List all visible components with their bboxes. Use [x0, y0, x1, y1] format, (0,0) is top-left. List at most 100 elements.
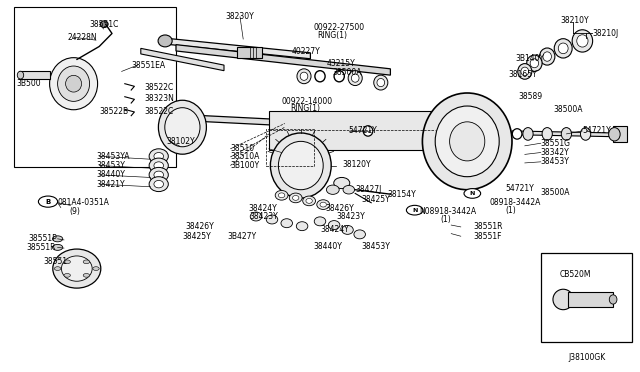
- Text: 38154Y: 38154Y: [387, 190, 416, 199]
- Circle shape: [52, 236, 63, 242]
- Polygon shape: [141, 48, 224, 71]
- Ellipse shape: [250, 212, 262, 221]
- Ellipse shape: [289, 193, 302, 203]
- Ellipse shape: [278, 141, 323, 190]
- Ellipse shape: [364, 126, 372, 136]
- Text: 38425Y: 38425Y: [362, 195, 390, 203]
- Ellipse shape: [558, 43, 568, 54]
- Circle shape: [464, 189, 481, 198]
- Text: 38551R: 38551R: [27, 243, 56, 252]
- Text: 38522C: 38522C: [144, 107, 173, 116]
- Text: 38440Y: 38440Y: [96, 170, 125, 179]
- Text: 38522B: 38522B: [99, 107, 129, 116]
- Polygon shape: [176, 45, 390, 75]
- Ellipse shape: [296, 222, 308, 231]
- Ellipse shape: [52, 249, 101, 288]
- Ellipse shape: [342, 225, 353, 234]
- Text: 38230Y: 38230Y: [226, 12, 254, 21]
- Text: 38551F: 38551F: [474, 232, 502, 241]
- Text: 38342Y: 38342Y: [541, 148, 570, 157]
- Ellipse shape: [561, 128, 572, 140]
- Text: 00922-27500: 00922-27500: [314, 23, 365, 32]
- Text: 38551C: 38551C: [90, 20, 119, 29]
- Text: N08918-3442A: N08918-3442A: [419, 207, 476, 216]
- Bar: [14, 7, 176, 167]
- Text: 38510A: 38510A: [230, 153, 260, 161]
- Bar: [568, 292, 613, 307]
- Ellipse shape: [300, 72, 308, 80]
- Text: 38421Y: 38421Y: [96, 180, 125, 189]
- Text: B: B: [45, 199, 51, 205]
- Text: 38551EA: 38551EA: [131, 61, 165, 70]
- Bar: [613, 126, 627, 142]
- Text: 08918-3442A: 08918-3442A: [490, 198, 541, 207]
- Ellipse shape: [149, 167, 168, 182]
- Ellipse shape: [292, 195, 299, 200]
- Polygon shape: [512, 131, 624, 137]
- Text: 38426Y: 38426Y: [325, 204, 354, 213]
- Text: 54721Y: 54721Y: [349, 126, 378, 135]
- Text: (1): (1): [506, 206, 516, 215]
- Text: 38551R: 38551R: [474, 222, 503, 231]
- Circle shape: [64, 260, 70, 264]
- Ellipse shape: [154, 162, 164, 169]
- Ellipse shape: [609, 128, 620, 141]
- Text: 54721Y: 54721Y: [582, 126, 611, 135]
- Circle shape: [83, 273, 90, 277]
- Ellipse shape: [320, 202, 326, 207]
- Text: CB520M: CB520M: [560, 270, 591, 279]
- Ellipse shape: [306, 198, 312, 203]
- Circle shape: [52, 244, 63, 250]
- Ellipse shape: [334, 71, 344, 82]
- Bar: [269, 111, 435, 150]
- Ellipse shape: [577, 35, 588, 47]
- Circle shape: [54, 267, 61, 270]
- Ellipse shape: [149, 177, 168, 192]
- Ellipse shape: [334, 177, 349, 189]
- Ellipse shape: [17, 71, 24, 79]
- Text: 38210J: 38210J: [592, 29, 618, 38]
- Text: (1): (1): [440, 215, 451, 224]
- Text: RING(1): RING(1): [317, 31, 347, 40]
- Text: 40227Y: 40227Y: [291, 47, 320, 56]
- Text: 38500A: 38500A: [333, 68, 362, 77]
- Text: 3B500: 3B500: [16, 79, 40, 88]
- Text: 38424Y: 38424Y: [320, 225, 349, 234]
- Text: 38551P: 38551P: [29, 234, 58, 243]
- Text: 38102Y: 38102Y: [166, 137, 195, 146]
- Text: 54721Y: 54721Y: [506, 185, 534, 193]
- Circle shape: [93, 267, 99, 270]
- Ellipse shape: [326, 185, 339, 194]
- Text: 38500A: 38500A: [554, 105, 583, 114]
- Text: RING(1): RING(1): [290, 104, 320, 113]
- Text: N: N: [470, 191, 475, 196]
- Ellipse shape: [449, 122, 485, 161]
- Ellipse shape: [158, 35, 172, 47]
- Ellipse shape: [374, 75, 388, 90]
- Text: J38100GK: J38100GK: [568, 353, 605, 362]
- Ellipse shape: [165, 108, 200, 147]
- Ellipse shape: [518, 64, 532, 79]
- Ellipse shape: [328, 221, 340, 230]
- Text: 38589: 38589: [518, 92, 543, 101]
- Ellipse shape: [266, 215, 278, 224]
- Polygon shape: [182, 115, 435, 133]
- Ellipse shape: [348, 71, 362, 86]
- Ellipse shape: [317, 200, 330, 209]
- Ellipse shape: [435, 106, 499, 177]
- Ellipse shape: [540, 48, 555, 65]
- Ellipse shape: [154, 180, 164, 188]
- Bar: [266, 129, 314, 166]
- Text: 38426Y: 38426Y: [186, 222, 214, 231]
- Ellipse shape: [609, 295, 617, 304]
- Text: 38453Y: 38453Y: [362, 242, 390, 251]
- Ellipse shape: [270, 133, 332, 198]
- Text: 38453Y: 38453Y: [541, 157, 570, 166]
- Ellipse shape: [314, 217, 326, 226]
- Ellipse shape: [58, 66, 90, 101]
- Text: 00922-14000: 00922-14000: [282, 97, 333, 106]
- Ellipse shape: [275, 190, 288, 200]
- Text: 38522C: 38522C: [144, 83, 173, 92]
- Text: 38423Y: 38423Y: [336, 212, 365, 221]
- Text: 081A4-0351A: 081A4-0351A: [58, 198, 109, 207]
